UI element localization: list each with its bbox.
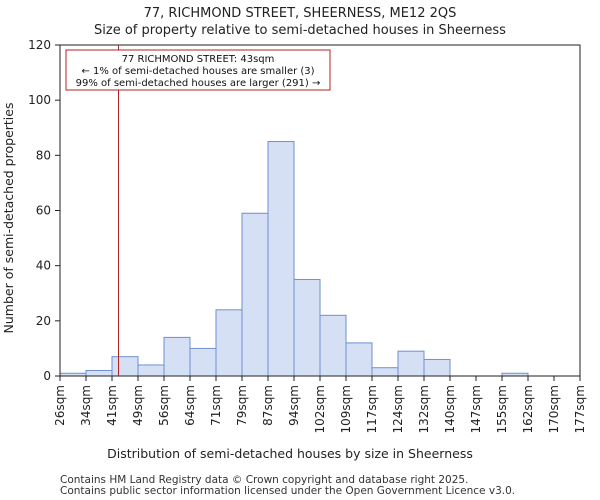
annotation-line-1: 77 RICHMOND STREET: 43sqm <box>122 54 275 65</box>
bar-71sqm <box>215 309 243 377</box>
x-tick-label-132sqm: 132sqm <box>417 385 431 433</box>
x-tick-label-147sqm: 147sqm <box>469 385 483 433</box>
bar-117sqm <box>371 367 399 377</box>
x-tick-label-117sqm: 117sqm <box>365 385 379 433</box>
x-axis-title: Distribution of semi-detached houses by … <box>107 446 473 461</box>
bars-group <box>59 141 529 377</box>
footer-line-2: Contains public sector information licen… <box>60 485 515 497</box>
y-tick-label: 80 <box>36 148 51 162</box>
bar-94sqm <box>293 278 321 377</box>
chart-subtitle: Size of property relative to semi-detach… <box>94 23 506 38</box>
bar-132sqm <box>423 358 451 377</box>
annotation-box: 77 RICHMOND STREET: 43sqm ← 1% of semi-d… <box>65 49 331 91</box>
bar-102sqm <box>319 314 347 377</box>
x-axis: 26sqm 34sqm 41sqm 49sqm 56sqm 64sqm 71sqm 79sqm… <box>53 376 587 433</box>
x-tick-label-56sqm: 56sqm <box>157 385 171 426</box>
y-tick-label: 20 <box>36 314 51 328</box>
y-tick-label: 100 <box>28 93 51 107</box>
bar-87sqm <box>267 141 295 377</box>
bar-64sqm <box>189 347 217 377</box>
y-tick-label: 0 <box>43 369 51 383</box>
chart-title: 77, RICHMOND STREET, SHEERNESS, ME12 2QS <box>144 6 457 21</box>
x-tick-label-140sqm: 140sqm <box>443 385 457 433</box>
x-tick-label-94sqm: 94sqm <box>287 385 301 426</box>
bar-124sqm <box>397 350 425 377</box>
x-tick-label-170sqm: 170sqm <box>547 385 561 433</box>
x-tick-label-49sqm: 49sqm <box>131 385 145 426</box>
x-tick-label-41sqm: 41sqm <box>105 385 119 426</box>
bar-79sqm <box>241 212 269 377</box>
y-tick-label: 40 <box>36 259 51 273</box>
annotation-line-3: 99% of semi-detached houses are larger (… <box>76 78 321 89</box>
x-tick-label-26sqm: 26sqm <box>53 385 67 426</box>
bar-34sqm <box>85 369 113 377</box>
x-tick-label-87sqm: 87sqm <box>261 385 275 426</box>
x-tick-label-64sqm: 64sqm <box>183 385 197 426</box>
x-tick-label-102sqm: 102sqm <box>313 385 327 433</box>
annotation-line-2: ← 1% of semi-detached houses are smaller… <box>81 66 314 77</box>
y-tick-label: 60 <box>36 204 51 218</box>
plot-frame <box>59 44 581 377</box>
footer-line-1: Contains HM Land Registry data © Crown c… <box>60 474 468 486</box>
x-tick-label-162sqm: 162sqm <box>521 385 535 433</box>
y-axis: 0 20 40 60 80 100 120 <box>28 38 60 383</box>
bar-41sqm <box>111 356 139 377</box>
x-tick-label-109sqm: 109sqm <box>339 385 353 433</box>
y-tick-label: 120 <box>28 38 51 52</box>
bar-49sqm <box>137 364 165 377</box>
x-tick-label-177sqm: 177sqm <box>573 385 587 433</box>
bar-109sqm <box>345 342 373 377</box>
x-tick-label-34sqm: 34sqm <box>79 385 93 426</box>
bar-56sqm <box>163 336 191 377</box>
annotation-frame <box>65 49 331 91</box>
y-axis-title: Number of semi-detached properties <box>1 103 16 334</box>
x-tick-label-79sqm: 79sqm <box>235 385 249 426</box>
x-tick-label-124sqm: 124sqm <box>391 385 405 433</box>
x-tick-label-155sqm: 155sqm <box>495 385 509 433</box>
x-tick-label-71sqm: 71sqm <box>209 385 223 426</box>
